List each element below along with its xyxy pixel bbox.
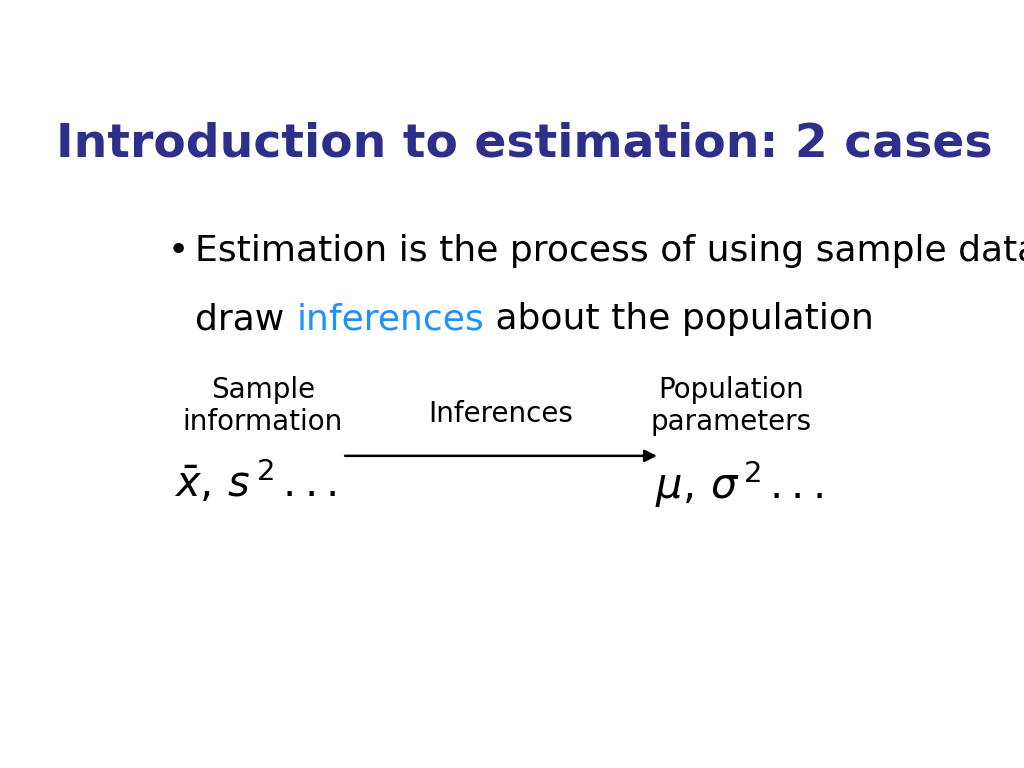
Text: draw: draw [196,302,296,336]
Text: Estimation is the process of using sample data to: Estimation is the process of using sampl… [196,234,1024,268]
Text: Population
parameters: Population parameters [650,376,812,436]
Text: Introduction to estimation: 2 cases: Introduction to estimation: 2 cases [56,121,993,167]
Text: $\bar{x},\, s^{\,2}\,...$: $\bar{x},\, s^{\,2}\,...$ [174,458,336,506]
Text: Inferences: Inferences [429,399,573,428]
Text: inferences: inferences [296,302,484,336]
Text: •: • [168,234,189,268]
Text: Sample
information: Sample information [183,376,343,436]
Text: $\mu,\, \sigma^{\,2}\,...$: $\mu,\, \sigma^{\,2}\,...$ [655,458,823,510]
Text: about the population: about the population [484,302,873,336]
